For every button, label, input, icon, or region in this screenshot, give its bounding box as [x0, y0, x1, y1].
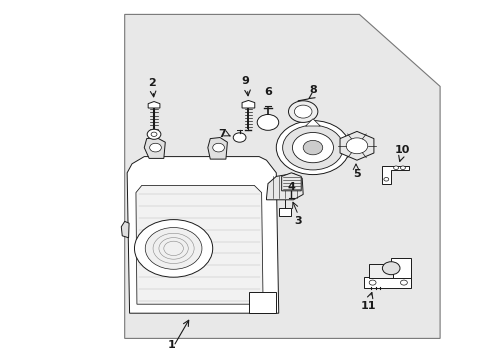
Text: 2: 2 [147, 78, 155, 88]
Circle shape [151, 132, 157, 136]
Polygon shape [144, 138, 165, 158]
Circle shape [382, 262, 399, 275]
Circle shape [383, 177, 388, 181]
Circle shape [400, 166, 405, 170]
Circle shape [288, 101, 317, 122]
Text: 9: 9 [241, 76, 249, 86]
Circle shape [233, 133, 245, 142]
Polygon shape [136, 185, 263, 304]
Circle shape [292, 132, 333, 163]
Bar [364, 277, 410, 288]
Circle shape [294, 105, 311, 118]
Text: 1: 1 [167, 340, 175, 350]
Text: 3: 3 [294, 216, 302, 226]
Circle shape [400, 280, 407, 285]
Circle shape [257, 114, 278, 130]
Polygon shape [127, 157, 278, 313]
Polygon shape [148, 102, 160, 108]
Polygon shape [305, 119, 320, 126]
Text: 11: 11 [360, 301, 375, 311]
Text: 6: 6 [264, 87, 271, 97]
Circle shape [149, 143, 161, 152]
Polygon shape [339, 131, 373, 160]
Circle shape [368, 280, 375, 285]
Circle shape [393, 166, 398, 170]
Polygon shape [124, 14, 439, 338]
Text: 8: 8 [308, 85, 316, 95]
Bar [368, 264, 392, 278]
Circle shape [212, 143, 224, 152]
Polygon shape [242, 100, 254, 108]
Text: 4: 4 [286, 182, 294, 192]
Circle shape [147, 129, 161, 139]
Bar [249, 292, 276, 313]
Text: 10: 10 [393, 145, 409, 155]
Circle shape [282, 125, 343, 170]
Polygon shape [207, 138, 227, 159]
Circle shape [346, 138, 367, 154]
Polygon shape [266, 174, 303, 200]
Polygon shape [121, 221, 129, 238]
Bar [390, 258, 410, 278]
Bar [278, 208, 291, 216]
Text: 5: 5 [352, 169, 360, 179]
Circle shape [145, 228, 202, 269]
Text: 7: 7 [218, 129, 225, 139]
Polygon shape [382, 166, 408, 184]
Polygon shape [281, 173, 301, 191]
Circle shape [303, 140, 322, 155]
Circle shape [134, 220, 212, 277]
Circle shape [276, 121, 349, 175]
